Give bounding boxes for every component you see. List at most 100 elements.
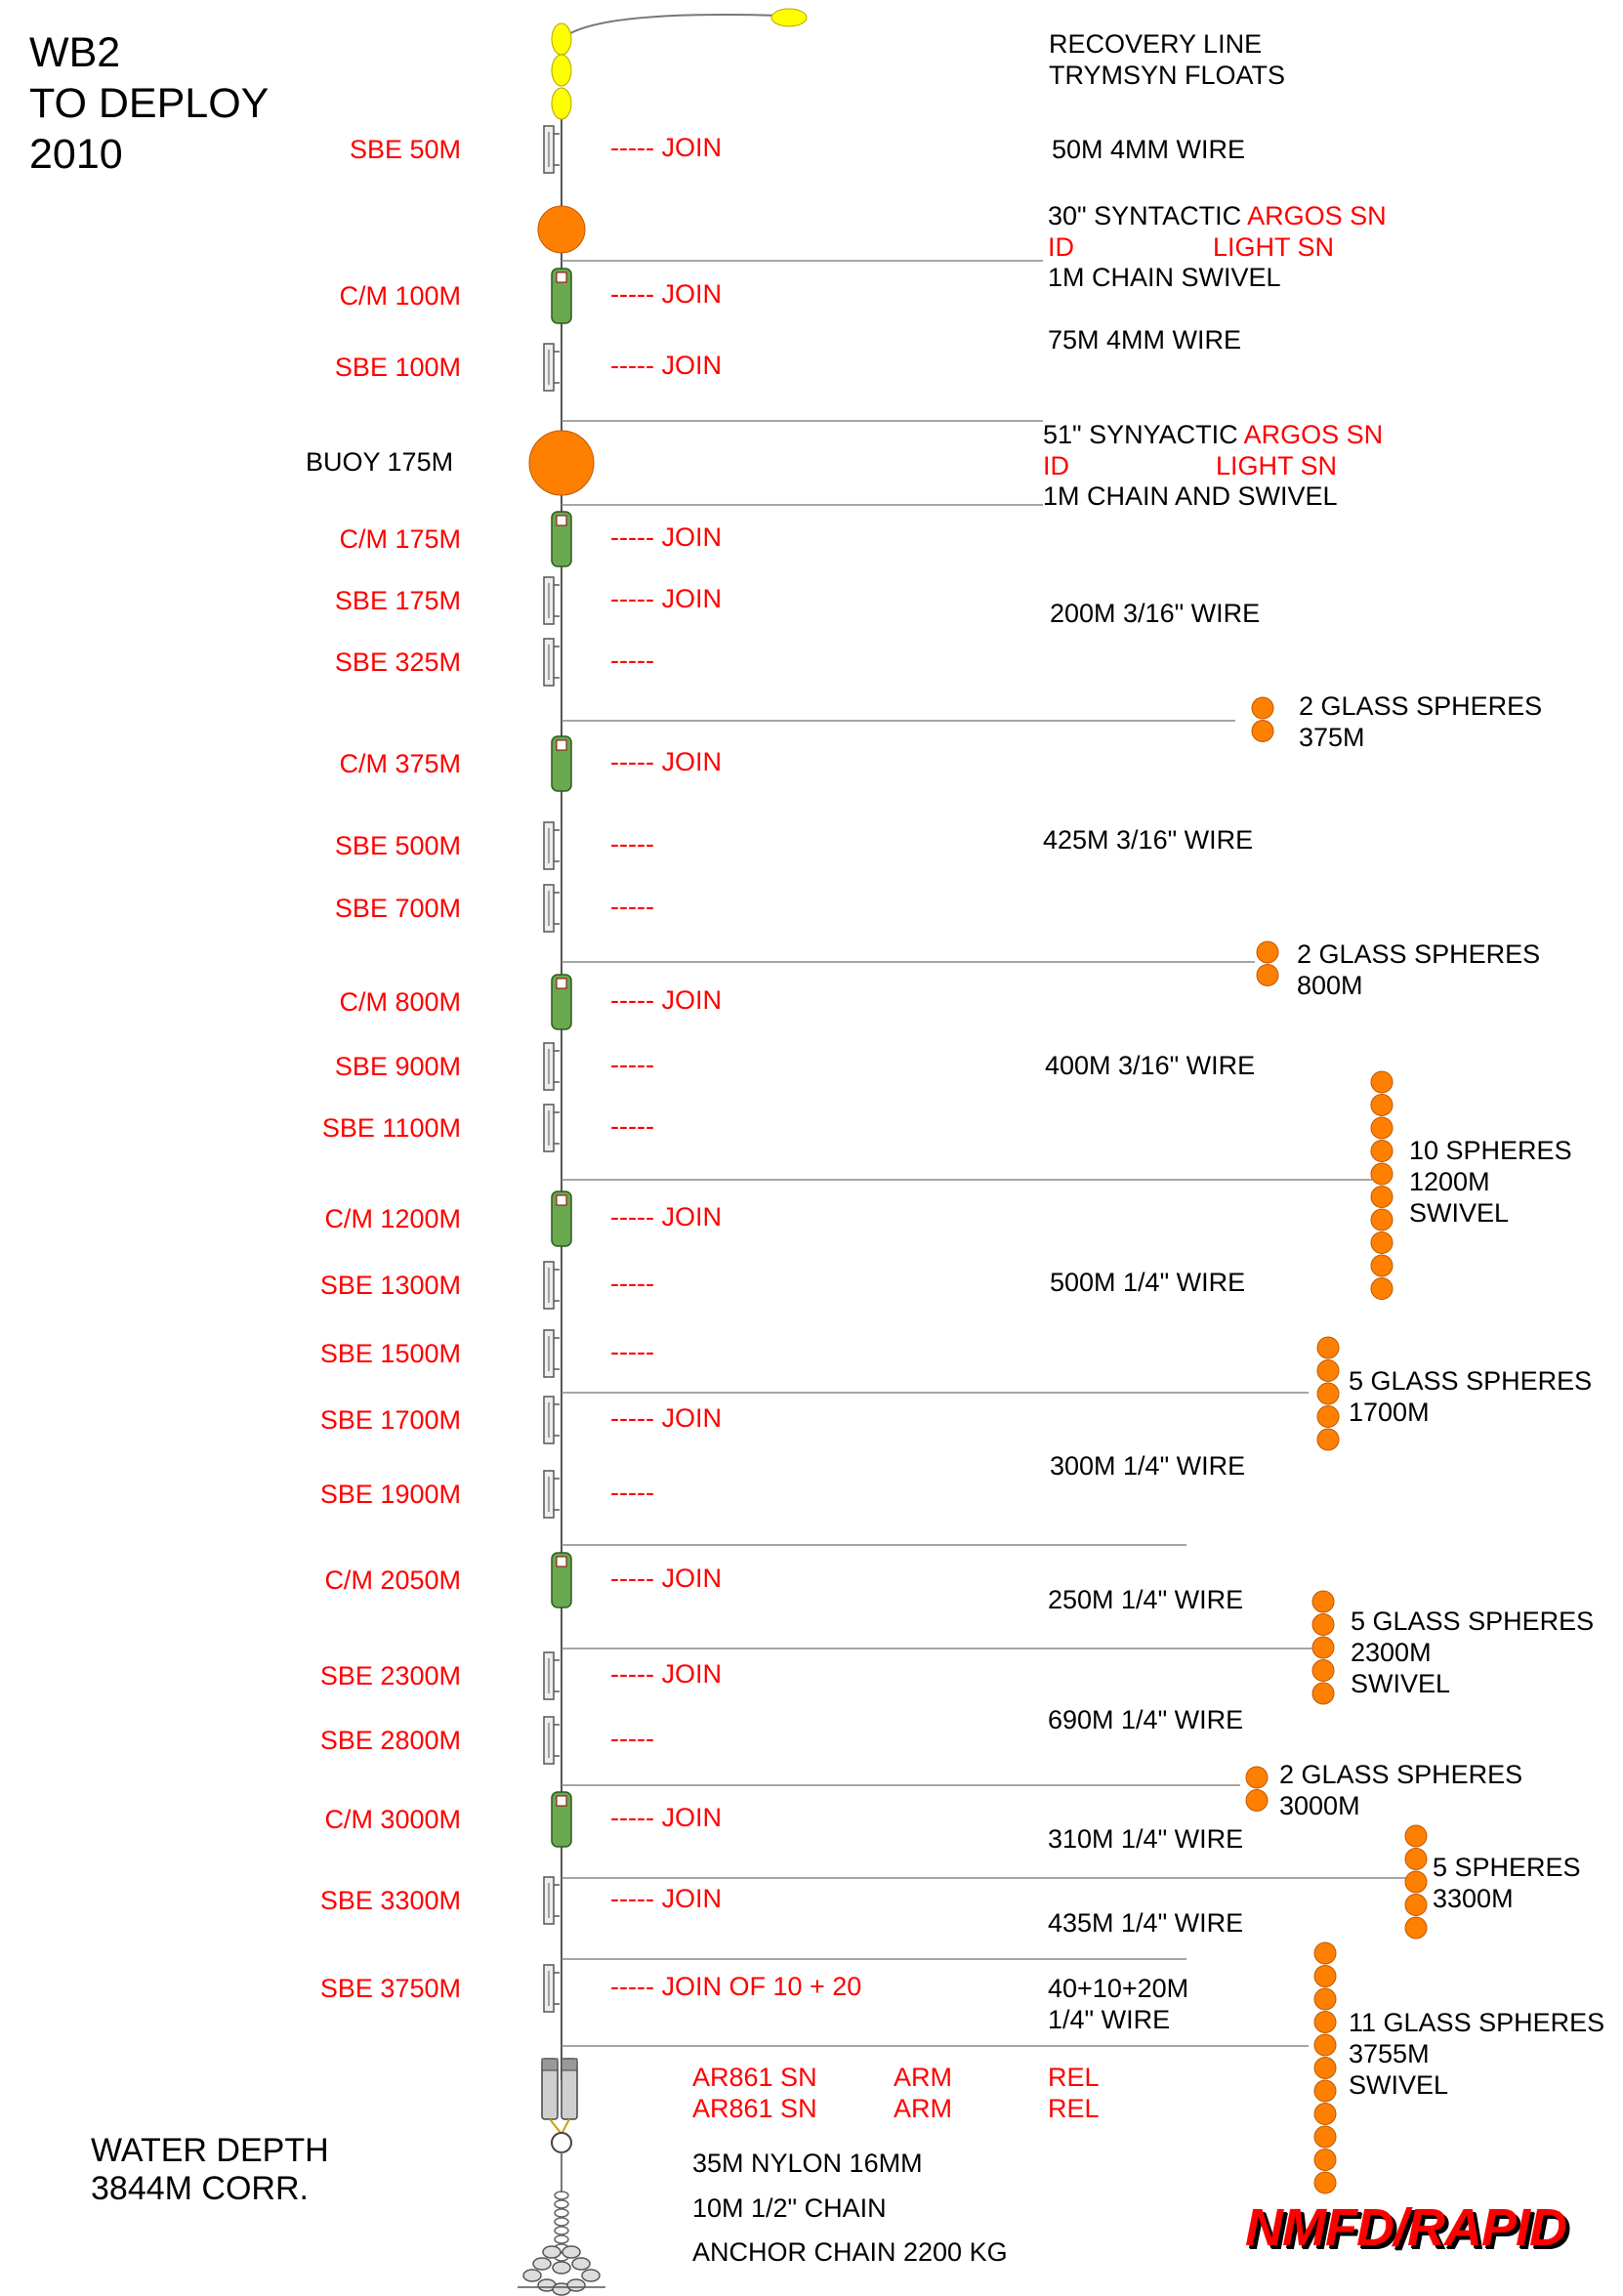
note-spheres-800-a: 2 GLASS SPHERES: [1297, 939, 1541, 969]
note-wire-300m: 300M 1/4" WIRE: [1050, 1451, 1246, 1481]
trymsyn-float-2: [551, 54, 572, 87]
note-spheres-1700-b: 1700M: [1349, 1398, 1430, 1427]
note-spheres-3300-a: 5 SPHERES: [1433, 1853, 1581, 1882]
release-1-rel: REL: [1048, 2063, 1100, 2092]
note-spheres-3755-c: SWIVEL: [1349, 2070, 1449, 2100]
note-syntactic-30: 30" SYNTACTIC ARGOS SN: [1048, 201, 1387, 230]
water-depth-line2: 3844M CORR.: [91, 2170, 309, 2207]
instrument-label-11: SBE 900M: [334, 1052, 461, 1081]
glass-sphere-1-1: [1251, 696, 1274, 720]
sbe-clamp-1: [554, 133, 560, 166]
sbe-clamp-16: [554, 1403, 560, 1437]
join-note-4: ----- JOIN: [610, 522, 722, 552]
note-wire-435m: 435M 1/4" WIRE: [1048, 1908, 1244, 1938]
glass-sphere-8-7: [1313, 2079, 1337, 2103]
instrument-label-3: SBE 100M: [334, 353, 461, 382]
release-ring: [551, 2132, 572, 2153]
chain-link-2: [554, 2199, 569, 2209]
glass-sphere-5-2: [1311, 1613, 1335, 1636]
join-note-9: -----: [610, 892, 654, 921]
instrument-label-10: C/M 800M: [339, 987, 461, 1017]
note-wire-500m: 500M 1/4" WIRE: [1050, 1268, 1246, 1297]
note-spheres-1700-a: 5 GLASS SPHERES: [1349, 1366, 1593, 1396]
current-meter-head-18: [556, 1556, 567, 1567]
acoustic-release-cap-1: [541, 2058, 559, 2071]
note-wire-400m: 400M 3/16" WIRE: [1045, 1051, 1256, 1080]
instrument-label-17: SBE 1900M: [319, 1480, 461, 1509]
note-wire-690m: 690M 1/4" WIRE: [1048, 1705, 1244, 1734]
note-wire-75m: 75M 4MM WIRE: [1048, 325, 1242, 355]
anchor-nylon: 35M NYLON 16MM: [692, 2149, 923, 2178]
glass-sphere-3-6: [1370, 1186, 1394, 1208]
anchor-chain-5: [581, 2269, 601, 2282]
release-2-rel: REL: [1048, 2094, 1100, 2123]
anchor-chain-4: [566, 2278, 586, 2292]
glass-sphere-8-1: [1313, 1941, 1337, 1965]
instrument-label-9: SBE 700M: [334, 894, 461, 923]
glass-sphere-8-9: [1313, 2125, 1337, 2149]
sbe-clamp-5: [554, 584, 560, 617]
note-spheres-2300-b: 2300M: [1351, 1638, 1432, 1667]
note-recovery-line: RECOVERY LINE: [1049, 29, 1263, 59]
anchor-chain-7: [552, 2261, 571, 2275]
join-note-17: -----: [610, 1478, 654, 1507]
note-trymsyn-floats: TRYMSYN FLOATS: [1049, 61, 1286, 90]
trymsyn-float-1: [551, 22, 572, 56]
join-note-16: ----- JOIN: [610, 1403, 722, 1433]
trymsyn-float-3: [551, 87, 572, 120]
join-note-6: -----: [610, 646, 654, 675]
note-spheres-3000-a: 2 GLASS SPHERES: [1279, 1760, 1523, 1789]
join-note-1: ----- JOIN: [610, 133, 722, 162]
glass-sphere-6-2: [1245, 1789, 1269, 1812]
glass-sphere-2-1: [1256, 940, 1279, 964]
note-spheres-2300-c: SWIVEL: [1351, 1669, 1451, 1698]
glass-sphere-3-9: [1370, 1254, 1394, 1277]
current-meter-head-13: [556, 1194, 567, 1206]
sbe-clamp-6: [554, 646, 560, 679]
note-wire-310m: 310M 1/4" WIRE: [1048, 1824, 1244, 1854]
join-note-8: -----: [610, 829, 654, 858]
sbe-clamp-19: [554, 1659, 560, 1692]
title-line3: 2010: [29, 131, 123, 178]
syntactic-buoy-30: [537, 205, 586, 254]
join-note-12: -----: [610, 1111, 654, 1141]
anchor-chain-6: [532, 2257, 552, 2271]
current-meter-head-2: [556, 271, 567, 283]
note-spheres-3300-b: 3300M: [1433, 1884, 1514, 1913]
note-spheres-800-b: 800M: [1297, 971, 1363, 1000]
join-note-5: ----- JOIN: [610, 584, 722, 613]
glass-sphere-8-8: [1313, 2103, 1337, 2125]
glass-sphere-8-11: [1313, 2171, 1337, 2194]
glass-sphere-8-10: [1313, 2149, 1337, 2171]
sbe-clamp-17: [554, 1478, 560, 1511]
note-spheres-2300-a: 5 GLASS SPHERES: [1351, 1607, 1595, 1636]
sbe-clamp-15: [554, 1337, 560, 1370]
glass-sphere-6-1: [1245, 1766, 1269, 1789]
instrument-label-15: SBE 1500M: [319, 1339, 461, 1368]
chain-link-3: [554, 2208, 569, 2218]
note-spheres-375-b: 375M: [1299, 723, 1365, 752]
release-bridle: [549, 2118, 570, 2136]
chain-link-6: [554, 2234, 569, 2244]
glass-sphere-4-5: [1316, 1428, 1340, 1451]
glass-sphere-3-3: [1370, 1116, 1394, 1140]
instrument-label-21: C/M 3000M: [324, 1805, 461, 1834]
glass-sphere-8-6: [1313, 2057, 1337, 2079]
sbe-clamp-22: [554, 1884, 560, 1917]
glass-sphere-5-4: [1311, 1659, 1335, 1682]
release-1-arm: ARM: [894, 2063, 952, 2092]
syntactic-buoy-51: [528, 430, 595, 496]
glass-sphere-5-1: [1311, 1590, 1335, 1613]
sbe-clamp-12: [554, 1111, 560, 1145]
title-line2: TO DEPLOY: [29, 80, 270, 127]
glass-sphere-5-3: [1311, 1636, 1335, 1659]
release-2-sn: AR861 SN: [692, 2094, 817, 2123]
note-spheres-1200-a: 10 SPHERES: [1409, 1136, 1572, 1165]
instrument-label-6: SBE 325M: [334, 647, 461, 677]
glass-sphere-7-1: [1404, 1824, 1428, 1848]
sbe-clamp-23: [554, 1972, 560, 2005]
glass-sphere-8-3: [1313, 1987, 1337, 2011]
brand-logo: NMFD/RAPID: [1245, 2198, 1567, 2257]
